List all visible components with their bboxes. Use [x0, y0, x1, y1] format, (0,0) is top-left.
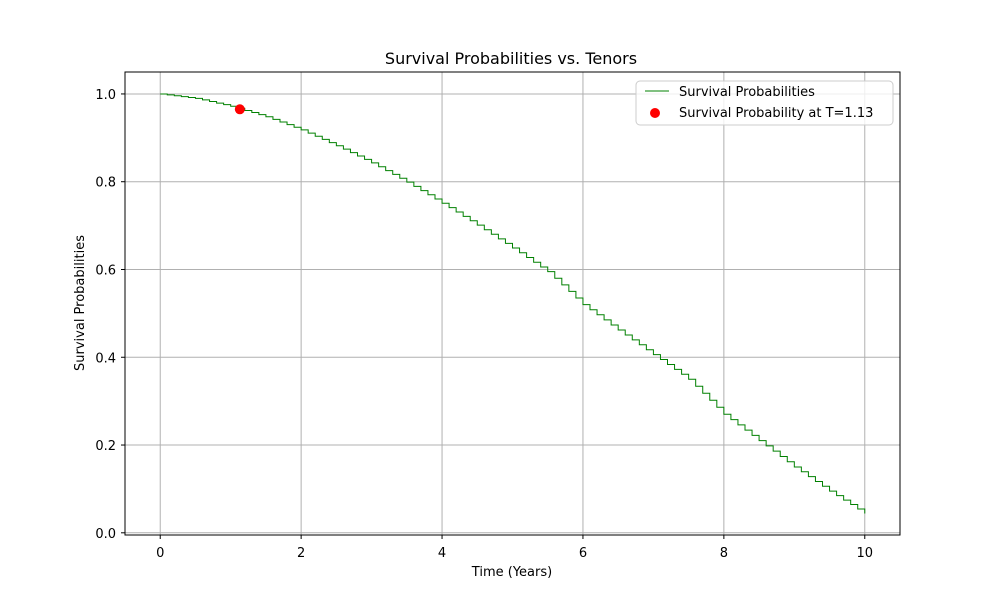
- legend-label-series-1: Survival Probabilities: [679, 85, 815, 100]
- legend-box: [635, 80, 894, 126]
- y-tick-label: 0.4: [95, 351, 116, 366]
- y-tick-label: 1.0: [95, 88, 116, 103]
- y-tick-label: 0.8: [95, 176, 116, 191]
- chart-title: Survival Probabilities vs. Tenors: [385, 49, 637, 68]
- x-tick-label: 8: [720, 546, 728, 561]
- legend-point-swatch: [650, 108, 660, 118]
- x-tick-label: 2: [297, 546, 305, 561]
- series-layer: [160, 93, 866, 514]
- survival-point-marker: [234, 104, 245, 115]
- y-tick-label: 0.6: [95, 263, 116, 278]
- x-tick-label: 0: [156, 546, 164, 561]
- plot-frame: [124, 71, 901, 536]
- legend-label-series-2: Survival Probability at T=1.13: [679, 106, 873, 121]
- x-axis-label: Time (Years): [471, 565, 552, 580]
- x-tick-label: 6: [579, 546, 587, 561]
- x-tick-label: 10: [856, 546, 873, 561]
- x-tick-label: 4: [438, 546, 446, 561]
- legend: Survival Probabilities Survival Probabil…: [635, 80, 894, 126]
- plot-area: [124, 71, 901, 536]
- y-tick-label: 0.2: [95, 439, 116, 454]
- tick-layer: 0 2 4 6 8 10 0.0 0.2 0.4 0.6 0.8 1.0: [95, 88, 873, 561]
- survival-probabilities-line: [160, 93, 866, 514]
- grid-layer: [125, 72, 900, 535]
- y-axis-label: Survival Probabilities: [73, 235, 88, 371]
- plot-background: [125, 72, 900, 535]
- y-tick-label: 0.0: [95, 527, 116, 542]
